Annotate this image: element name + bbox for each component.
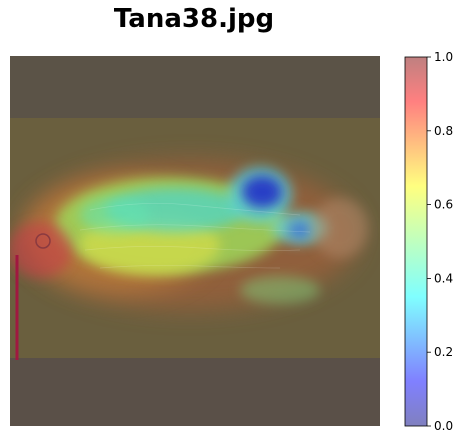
colorbar-frame bbox=[404, 56, 428, 427]
peduncle-blue bbox=[288, 221, 312, 239]
colorbar-tick-label: 0.6 bbox=[434, 198, 453, 212]
tail-region bbox=[312, 198, 368, 258]
anal-fin bbox=[240, 276, 320, 304]
fish-eye bbox=[35, 233, 51, 249]
dorsal-blue bbox=[242, 176, 282, 208]
scale-texture bbox=[79, 202, 311, 269]
colorbar-ticks: 0.0 0.2 0.4 0.6 0.8 1.0 bbox=[427, 50, 453, 433]
colorbar-tick-label: 0.8 bbox=[434, 124, 453, 138]
colorbar-tick-label: 1.0 bbox=[434, 50, 453, 64]
colorbar-tick-label: 0.2 bbox=[434, 345, 453, 359]
colorbar bbox=[405, 57, 427, 426]
chart-title: Tana38.jpg bbox=[113, 4, 275, 34]
body-upper-cyan bbox=[80, 197, 150, 233]
head-red bbox=[10, 222, 72, 278]
colorbar-tick-label: 0.0 bbox=[434, 419, 453, 433]
colorbar-tick-label: 0.4 bbox=[434, 271, 453, 285]
heatmap-image bbox=[10, 56, 380, 426]
top-band bbox=[10, 56, 380, 118]
